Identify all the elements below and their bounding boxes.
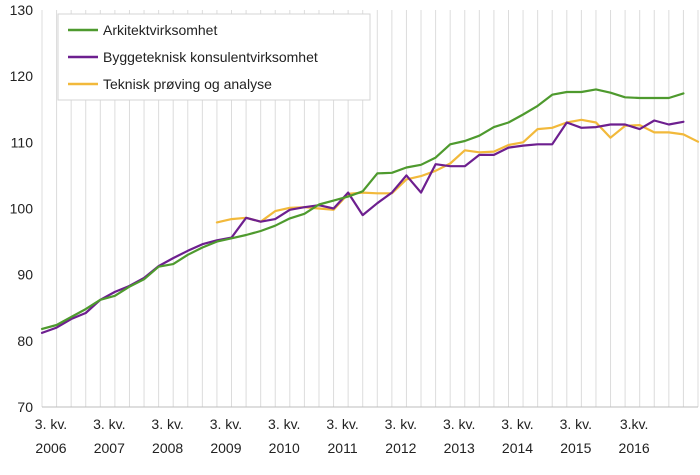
y-tick-label: 130: [10, 2, 34, 18]
x-tick-label-year: 2015: [560, 440, 591, 456]
legend-item-arkitektvirksomhet: Arkitektvirksomhet: [68, 22, 217, 38]
legend-label-teknisk-proving: Teknisk prøving og analyse: [103, 76, 272, 92]
x-tick-label-quarter: 3. kv.: [210, 416, 242, 432]
x-tick-label-quarter: 3. kv.: [151, 416, 183, 432]
x-tick-label-year: 2010: [269, 440, 300, 456]
x-tick-label-year: 2007: [94, 440, 125, 456]
x-tick-label-year: 2006: [35, 440, 66, 456]
x-tick-label-quarter: 3. kv.: [268, 416, 300, 432]
y-axis: 70 80 90 100 110 120 130: [10, 2, 34, 415]
legend: Arkitektvirksomhet Byggeteknisk konsulen…: [57, 13, 371, 101]
series-layer: [40, 88, 700, 334]
legend-item-byggeteknisk: Byggeteknisk konsulentvirksomhet: [68, 49, 318, 65]
series-line-arkitektvirksomhet: [40, 88, 685, 330]
y-tick-label: 80: [17, 333, 33, 349]
legend-label-arkitektvirksomhet: Arkitektvirksomhet: [103, 22, 217, 38]
x-tick-label-quarter: 3. kv.: [443, 416, 475, 432]
x-axis: 3. kv. 2006 3. kv. 2007 3. kv. 2008 3. kv. 2009…: [35, 406, 698, 456]
y-tick-label: 100: [10, 201, 34, 217]
x-tick-label-quarter: 3. kv.: [35, 416, 67, 432]
x-tick-label-year: 2011: [328, 440, 358, 456]
x-tick-label-year: 2016: [619, 440, 650, 456]
legend-item-teknisk-proving: Teknisk prøving og analyse: [68, 76, 272, 92]
x-tick-label-quarter: 3. kv.: [560, 416, 592, 432]
x-tick-label-quarter: 3. kv.: [385, 416, 417, 432]
series-line-teknisk-pr-ving-og-analyse: [215, 118, 700, 224]
y-tick-label: 90: [17, 267, 33, 283]
x-tick-label-quarter: 3. kv.: [326, 416, 358, 432]
x-tick-label-year: 2013: [444, 440, 475, 456]
y-tick-label: 70: [17, 399, 33, 415]
x-tick-label-quarter: 3.kv.: [620, 416, 649, 432]
x-tick-label-year: 2012: [385, 440, 416, 456]
legend-label-byggeteknisk: Byggeteknisk konsulentvirksomhet: [103, 49, 318, 65]
legend-box: [57, 13, 371, 101]
y-tick-label: 110: [11, 134, 34, 150]
x-tick-label-quarter: 3. kv.: [93, 416, 125, 432]
x-tick-label-quarter: 3. kv.: [501, 416, 533, 432]
y-tick-label: 120: [10, 68, 34, 84]
x-tick-label-year: 2008: [152, 440, 183, 456]
x-tick-label-year: 2009: [210, 440, 241, 456]
x-tick-label-year: 2014: [502, 440, 533, 456]
